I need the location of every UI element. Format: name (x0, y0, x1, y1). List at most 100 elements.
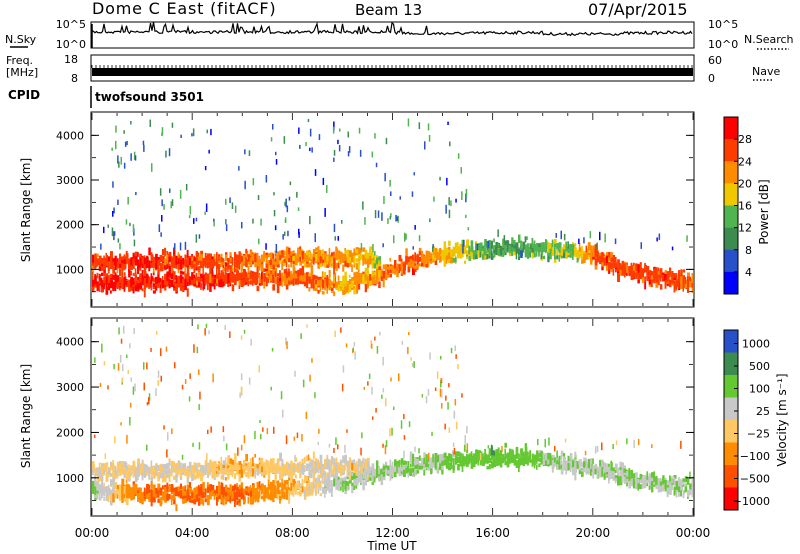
velocity-echo (432, 454, 434, 463)
power-echo (185, 184, 188, 191)
power-echo (355, 263, 358, 270)
power-echo (213, 280, 216, 288)
power-echo (691, 277, 693, 287)
power-echo (142, 140, 145, 146)
power-echo (202, 261, 204, 268)
power-echo (412, 260, 415, 268)
velocity-echo (258, 491, 261, 496)
power-echo (209, 265, 212, 275)
power-ytick-label: 2000 (56, 219, 84, 232)
power-echo (112, 181, 114, 188)
velocity-echo (119, 492, 122, 496)
power-echo (297, 258, 299, 263)
power-echo (238, 258, 242, 264)
velocity-echo (335, 475, 338, 483)
power-echo (554, 251, 556, 259)
power-echo (664, 282, 667, 289)
power-echo (209, 258, 212, 267)
velocity-echo (380, 469, 384, 475)
power-echo (687, 285, 690, 293)
power-echo (227, 258, 229, 266)
velocity-echo (581, 471, 584, 476)
power-echo (637, 279, 640, 284)
velocity-echo (504, 454, 506, 463)
velocity-echo (403, 460, 406, 465)
power-echo (671, 279, 674, 284)
power-echo (247, 280, 249, 287)
power-echo (369, 279, 372, 287)
velocity-echo (121, 486, 125, 493)
velocity-echo (137, 493, 140, 501)
power-echo (285, 281, 289, 290)
power-echo (143, 278, 147, 287)
power-echo (533, 249, 536, 255)
power-echo (152, 256, 155, 263)
power-echo (249, 271, 252, 276)
power-echo (238, 272, 242, 281)
power-echo (484, 239, 487, 247)
velocity-echo (423, 464, 425, 470)
velocity-echo (276, 483, 280, 491)
power-echo (614, 261, 617, 268)
power-echo (542, 255, 546, 260)
velocity-echo (441, 457, 444, 466)
power-ylabel: Slant Range [km] (19, 158, 33, 262)
velocity-echo (385, 468, 388, 474)
velocity-echo (475, 450, 478, 455)
velocity-echo (565, 461, 568, 466)
velocity-echo (639, 484, 642, 489)
velocity-echo (344, 476, 347, 482)
power-echo (173, 256, 176, 264)
velocity-echo (188, 467, 192, 475)
power-echo (486, 248, 489, 252)
velocity-echo (229, 488, 232, 496)
power-echo (112, 258, 116, 262)
power-echo (680, 276, 683, 284)
velocity-echo (159, 497, 162, 503)
velocity-echo (173, 475, 176, 480)
velocity-echo (243, 466, 245, 475)
power-echo (128, 280, 131, 286)
power-echo (305, 142, 307, 147)
velocity-echo (182, 469, 185, 473)
velocity-echo (477, 457, 479, 466)
velocity-echo (200, 492, 203, 496)
velocity-echo (137, 458, 140, 466)
velocity-echo (134, 476, 138, 483)
power-echo (121, 256, 125, 264)
velocity-echo (130, 472, 132, 477)
power-echo (265, 175, 268, 183)
power-echo (130, 153, 132, 161)
power-echo (112, 211, 114, 217)
velocity-echo (319, 484, 322, 488)
power-echo (644, 276, 647, 283)
power-echo (604, 233, 606, 243)
power-echo (445, 204, 447, 214)
power-echo (133, 151, 136, 160)
power-echo (351, 281, 354, 288)
power-echo (375, 162, 378, 168)
velocity-echo (270, 491, 272, 496)
power-echo (583, 237, 585, 244)
velocity-echo (619, 476, 623, 486)
power-echo (497, 229, 499, 238)
power-echo (341, 220, 343, 224)
velocity-echo (186, 491, 189, 501)
velocity-echo (533, 457, 536, 463)
power-echo (669, 279, 672, 288)
power-echo (299, 268, 303, 276)
power-echo (297, 278, 300, 283)
velocity-echo (486, 466, 489, 470)
velocity-echo (143, 487, 146, 497)
velocity-echo (520, 456, 523, 465)
power-echo (256, 266, 259, 273)
power-echo (265, 276, 268, 283)
power-echo (148, 260, 151, 266)
velocity-echo (472, 454, 476, 462)
power-echo (103, 272, 106, 277)
power-echo (513, 247, 517, 252)
velocity-echo (222, 465, 225, 471)
velocity-echo (168, 494, 171, 500)
